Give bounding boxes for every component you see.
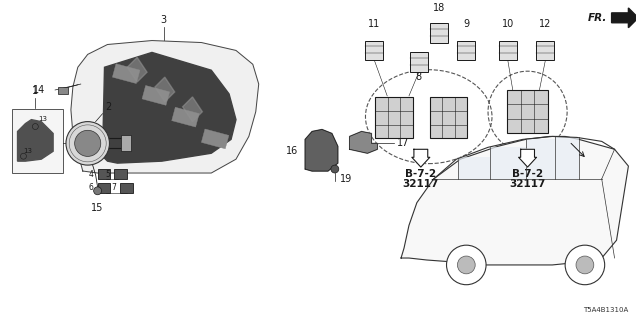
Polygon shape xyxy=(401,136,628,265)
Bar xyxy=(490,147,525,179)
Polygon shape xyxy=(305,130,338,171)
Bar xyxy=(458,41,475,60)
Circle shape xyxy=(20,153,26,159)
Text: 10: 10 xyxy=(502,19,514,29)
Bar xyxy=(142,85,170,105)
Text: 2: 2 xyxy=(106,102,112,112)
Text: 6: 6 xyxy=(89,183,93,192)
Text: 1: 1 xyxy=(32,86,38,96)
Text: 13: 13 xyxy=(24,148,33,154)
Bar xyxy=(365,41,383,60)
Bar xyxy=(375,97,413,139)
Polygon shape xyxy=(412,149,430,167)
Text: 9: 9 xyxy=(463,19,469,29)
Text: 14: 14 xyxy=(33,85,45,95)
Bar xyxy=(120,183,133,193)
Polygon shape xyxy=(155,77,175,102)
Bar xyxy=(458,157,490,179)
Text: 17: 17 xyxy=(397,138,410,148)
Bar xyxy=(429,23,447,43)
Text: B-7-2: B-7-2 xyxy=(405,169,436,179)
Text: 4: 4 xyxy=(89,170,93,179)
Bar xyxy=(113,64,140,84)
Bar xyxy=(202,129,229,149)
Polygon shape xyxy=(518,149,536,167)
Text: 16: 16 xyxy=(286,146,298,156)
Bar xyxy=(97,169,111,179)
Bar xyxy=(499,41,516,60)
Circle shape xyxy=(66,122,109,165)
Text: 32117: 32117 xyxy=(403,179,439,189)
Bar xyxy=(556,137,579,179)
Text: 15: 15 xyxy=(92,203,104,213)
Circle shape xyxy=(447,245,486,285)
Circle shape xyxy=(576,256,594,274)
Bar xyxy=(172,107,199,127)
Circle shape xyxy=(93,187,102,195)
Text: 13: 13 xyxy=(38,116,47,122)
Text: FR.: FR. xyxy=(588,13,607,23)
Bar xyxy=(115,169,127,179)
Bar xyxy=(507,90,548,133)
Polygon shape xyxy=(182,97,202,122)
Text: 11: 11 xyxy=(368,19,381,29)
Text: 32117: 32117 xyxy=(509,179,546,189)
Circle shape xyxy=(75,130,100,156)
Text: 3: 3 xyxy=(161,15,167,25)
Bar xyxy=(12,109,63,173)
Bar xyxy=(58,87,68,94)
Bar xyxy=(122,135,131,151)
Text: T5A4B1310A: T5A4B1310A xyxy=(583,308,628,313)
Text: 12: 12 xyxy=(539,19,552,29)
Text: 7: 7 xyxy=(111,183,116,192)
Text: 8: 8 xyxy=(416,72,422,82)
Polygon shape xyxy=(102,52,236,163)
Circle shape xyxy=(33,124,38,130)
Polygon shape xyxy=(71,41,259,173)
Bar xyxy=(525,140,556,179)
Polygon shape xyxy=(612,8,638,28)
Text: 5: 5 xyxy=(106,170,111,179)
Circle shape xyxy=(458,256,475,274)
Text: B-7-2: B-7-2 xyxy=(512,169,543,179)
Circle shape xyxy=(331,165,339,173)
Bar xyxy=(97,183,111,193)
Circle shape xyxy=(565,245,605,285)
Bar xyxy=(536,41,554,60)
Bar xyxy=(429,97,467,139)
Polygon shape xyxy=(127,57,147,82)
Bar xyxy=(410,52,428,72)
Polygon shape xyxy=(349,132,378,153)
Text: 19: 19 xyxy=(340,174,352,184)
Text: 18: 18 xyxy=(433,3,445,13)
Polygon shape xyxy=(17,120,53,161)
